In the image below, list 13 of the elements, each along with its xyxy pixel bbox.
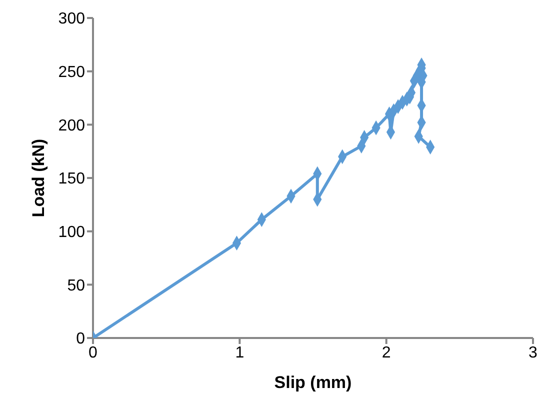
x-tick-label: 2 [382, 344, 391, 362]
y-tick-label: 200 [58, 117, 86, 134]
y-tick-label: 150 [58, 170, 86, 188]
y-axis-title: Load (kN) [29, 138, 48, 218]
x-tick-label: 0 [88, 344, 98, 362]
x-axis-title: Slip (mm) [274, 373, 352, 392]
y-tick-label: 250 [58, 64, 86, 82]
x-tick-label: 1 [235, 344, 244, 362]
y-tick-label: 300 [58, 10, 86, 28]
y-tick-label: 100 [58, 224, 86, 242]
y-tick-label: 0 [76, 330, 86, 348]
x-tick-label: 3 [528, 344, 538, 362]
y-tick-label: 50 [67, 277, 86, 294]
